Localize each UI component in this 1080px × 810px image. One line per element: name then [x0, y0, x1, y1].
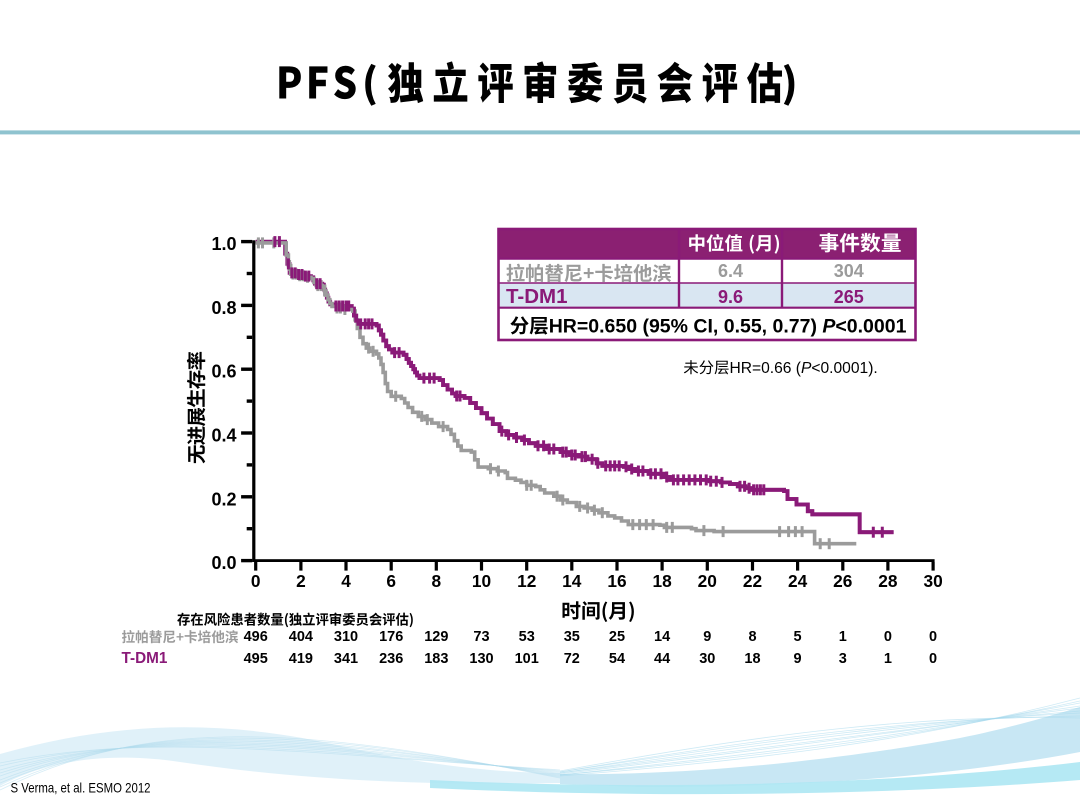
svg-text:183: 183 — [424, 651, 448, 667]
svg-text:<0.0001: <0.0001 — [835, 316, 906, 338]
svg-text:8: 8 — [431, 571, 441, 591]
svg-text:3: 3 — [839, 651, 847, 667]
svg-text:28: 28 — [878, 571, 898, 591]
svg-text:6: 6 — [386, 571, 396, 591]
svg-text:12: 12 — [517, 571, 536, 591]
svg-text:14: 14 — [562, 571, 582, 591]
svg-text:0: 0 — [251, 571, 261, 591]
svg-text:176: 176 — [379, 629, 403, 645]
svg-text:5: 5 — [794, 629, 802, 645]
svg-text:0.0: 0.0 — [211, 553, 236, 573]
svg-text:22: 22 — [743, 571, 762, 591]
svg-text:495: 495 — [244, 651, 268, 667]
svg-text:72: 72 — [564, 651, 580, 667]
svg-text:341: 341 — [334, 651, 358, 667]
svg-text:20: 20 — [698, 571, 717, 591]
svg-text:0: 0 — [929, 629, 937, 645]
svg-text:0.6: 0.6 — [211, 362, 236, 382]
svg-text:S Verma, et al. ESMO 2012: S Verma, et al. ESMO 2012 — [11, 781, 151, 796]
svg-text:16: 16 — [607, 571, 626, 591]
svg-text:P: P — [822, 316, 836, 338]
svg-text:9: 9 — [794, 651, 802, 667]
svg-text:30: 30 — [699, 651, 715, 667]
svg-text:30: 30 — [923, 571, 942, 591]
svg-text:1: 1 — [839, 629, 847, 645]
svg-text:25: 25 — [609, 629, 625, 645]
svg-text:T-DM1: T-DM1 — [122, 650, 168, 667]
svg-text:0.2: 0.2 — [211, 489, 236, 509]
svg-text:0.4: 0.4 — [211, 426, 236, 446]
svg-text:310: 310 — [334, 629, 358, 645]
svg-text:18: 18 — [652, 571, 672, 591]
svg-text:<0.0001).: <0.0001). — [811, 360, 877, 377]
svg-text:10: 10 — [472, 571, 491, 591]
svg-text:9: 9 — [703, 629, 711, 645]
svg-text:14: 14 — [654, 629, 670, 645]
svg-text:1: 1 — [884, 651, 892, 667]
svg-text:101: 101 — [515, 651, 539, 667]
svg-text:419: 419 — [289, 651, 313, 667]
svg-text:8: 8 — [748, 629, 756, 645]
svg-text:6.4: 6.4 — [718, 261, 743, 281]
svg-text:26: 26 — [833, 571, 852, 591]
svg-text:24: 24 — [788, 571, 808, 591]
svg-text:4: 4 — [341, 571, 351, 591]
svg-text:9.6: 9.6 — [718, 287, 743, 307]
svg-text:18: 18 — [744, 651, 760, 667]
svg-text:53: 53 — [519, 629, 535, 645]
svg-text:HR=0.66 (: HR=0.66 ( — [730, 360, 802, 377]
svg-text:130: 130 — [469, 651, 493, 667]
svg-text:496: 496 — [244, 629, 268, 645]
svg-text:HR=0.650 (95% CI, 0.55, 0.77): HR=0.650 (95% CI, 0.55, 0.77) — [549, 316, 817, 338]
svg-text:304: 304 — [834, 261, 864, 281]
svg-text:35: 35 — [564, 629, 580, 645]
svg-text:0: 0 — [884, 629, 892, 645]
svg-text:54: 54 — [609, 651, 625, 667]
svg-text:0: 0 — [929, 651, 937, 667]
svg-text:P: P — [801, 360, 812, 377]
svg-text:1.0: 1.0 — [211, 234, 236, 254]
svg-text:404: 404 — [289, 629, 313, 645]
svg-text:T-DM1: T-DM1 — [506, 285, 568, 308]
svg-text:236: 236 — [379, 651, 403, 667]
svg-text:44: 44 — [654, 651, 670, 667]
svg-text:73: 73 — [473, 629, 489, 645]
svg-text:265: 265 — [834, 287, 864, 307]
svg-text:129: 129 — [424, 629, 448, 645]
svg-text:0.8: 0.8 — [211, 298, 236, 318]
svg-text:2: 2 — [296, 571, 306, 591]
